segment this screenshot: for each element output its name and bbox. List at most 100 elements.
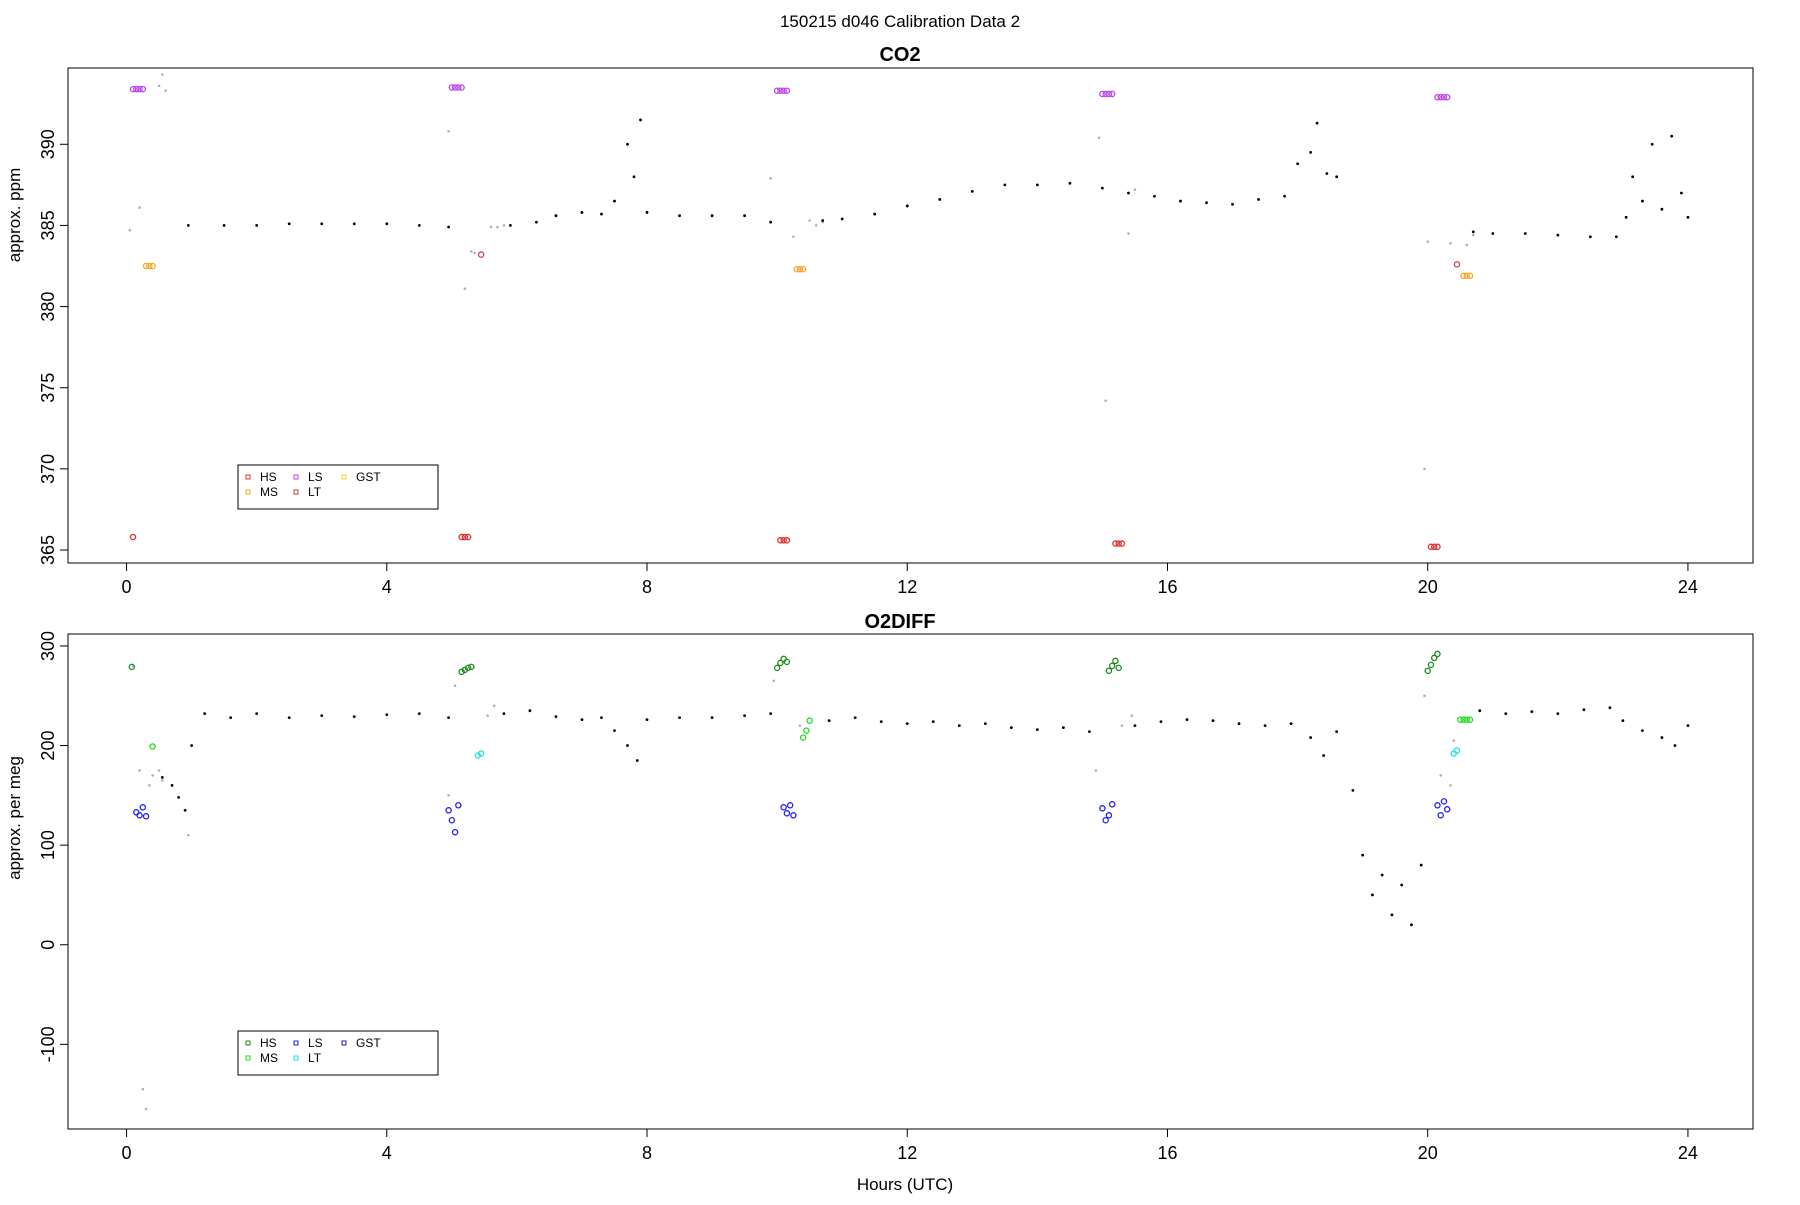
- o2diff-legend-label: MS: [260, 1051, 278, 1065]
- o2diff-data-point: [1608, 706, 1612, 710]
- co2-data-point: [1624, 215, 1628, 219]
- o2diff-gray-point: [798, 724, 802, 727]
- co2-cal-point-ms: [149, 262, 156, 270]
- co2-gray-point: [1471, 233, 1475, 237]
- co2-data-point: [639, 118, 642, 122]
- co2-data-point: [938, 198, 942, 201]
- o2diff-cal-point-ls: [1434, 802, 1441, 809]
- o2diff-data-point: [905, 722, 909, 726]
- co2-cal-point-ls: [458, 84, 465, 91]
- co2-data-point: [1614, 235, 1618, 239]
- o2diff-data-point: [1335, 730, 1339, 734]
- co2-gray-point: [1133, 188, 1137, 192]
- co2-gray-point: [161, 73, 164, 76]
- co2-cal-point-ls: [455, 84, 462, 91]
- co2-cal-point-ls: [1102, 90, 1109, 98]
- o2diff-data-point: [183, 808, 187, 812]
- o2diff-x-tick-label: 24: [1678, 1143, 1698, 1163]
- o2diff-cal-point-lt: [1453, 747, 1461, 754]
- co2-data-point: [1556, 233, 1560, 237]
- co2-y-tick-label: 365: [38, 535, 58, 565]
- co2-data-point: [222, 224, 226, 227]
- o2diff-data-point: [1009, 726, 1013, 730]
- co2-data-point: [287, 222, 291, 226]
- o2diff-cal-point-ms: [1466, 716, 1474, 723]
- co2-gray-point: [1465, 243, 1469, 247]
- co2-cal-point-ls: [777, 87, 784, 94]
- co2-data-point: [626, 142, 629, 146]
- co2-data-point: [1680, 191, 1683, 195]
- o2diff-cal-point-hs: [1430, 654, 1438, 662]
- o2diff-cal-point-ls: [133, 809, 140, 816]
- co2-data-point: [613, 199, 616, 203]
- o2diff-legend-swatch: [341, 1040, 347, 1046]
- co2-data-point: [1650, 142, 1654, 146]
- o2diff-data-point: [1185, 718, 1189, 722]
- co2-cal-point-ls: [1443, 93, 1451, 101]
- o2diff-data-point: [853, 716, 857, 720]
- co2-data-point: [1153, 194, 1156, 198]
- o2diff-data-point: [613, 729, 616, 733]
- co2-cal-point-ls: [136, 85, 143, 93]
- o2diff-gray-point: [141, 1087, 145, 1091]
- co2-data-point: [1588, 235, 1592, 239]
- co2-data-point: [535, 220, 538, 224]
- o2diff-y-tick-label: 100: [38, 830, 58, 860]
- o2diff-data-point: [1351, 788, 1355, 792]
- co2-data-point: [417, 224, 421, 227]
- o2diff-x-tick-label: 16: [1157, 1143, 1177, 1163]
- co2-data-point: [1231, 202, 1234, 206]
- o2diff-cal-point-lt: [1450, 750, 1457, 757]
- co2-cal-point-ls: [139, 85, 147, 93]
- o2diff-legend-swatch: [245, 1055, 251, 1061]
- co2-gray-point: [1449, 241, 1452, 245]
- co2-x-tick-label: 8: [642, 577, 652, 597]
- o2diff-y-tick-label: 0: [38, 940, 58, 950]
- co2-data-point: [970, 189, 974, 193]
- o2diff-data-point: [528, 709, 532, 713]
- o2diff-cal-point-ls: [1105, 812, 1113, 819]
- o2diff-cal-point-hs: [128, 663, 136, 671]
- o2diff-y-tick-label: 200: [38, 731, 58, 761]
- co2-data-point: [580, 211, 584, 214]
- o2diff-gray-point: [1094, 769, 1098, 772]
- co2-cal-point-ls: [1437, 93, 1444, 101]
- o2diff-data-point: [1322, 754, 1326, 757]
- co2-data-point: [255, 224, 259, 227]
- o2diff-data-point: [983, 722, 987, 726]
- o2diff-cal-point-hs: [773, 664, 781, 672]
- co2-gray-point: [1127, 232, 1130, 235]
- co2-cal-point-ls: [448, 84, 456, 91]
- co2-data-point: [1660, 207, 1664, 211]
- co2-legend-swatch: [245, 474, 251, 480]
- o2diff-gray-point: [157, 769, 161, 772]
- co2-x-tick-label: 20: [1418, 577, 1438, 597]
- co2-gray-point: [128, 228, 132, 232]
- o2diff-cal-point-ls: [451, 828, 459, 836]
- o2diff-cal-point-ls: [786, 802, 794, 809]
- o2diff-gray-point: [1449, 784, 1452, 787]
- co2-data-point: [1641, 199, 1644, 203]
- o2diff-gray-point: [148, 784, 151, 787]
- co2-data-point: [1101, 186, 1104, 190]
- o2diff-data-point: [447, 716, 450, 720]
- o2diff-data-point: [626, 744, 629, 747]
- co2-legend-swatch: [293, 489, 299, 495]
- o2diff-data-point: [931, 720, 935, 724]
- co2-cal-point-ls: [1440, 93, 1448, 101]
- o2diff-points: [128, 650, 1690, 1111]
- co2-x-tick-label: 16: [1157, 577, 1177, 597]
- o2diff-data-point: [743, 714, 747, 718]
- co2-legend-label: LS: [308, 470, 323, 484]
- co2-cal-point-ms: [799, 265, 807, 273]
- o2diff-data-point: [1211, 719, 1215, 723]
- co2-gray-point: [1423, 467, 1426, 471]
- o2diff-data-point: [1419, 863, 1423, 867]
- o2diff-data-point: [1556, 712, 1560, 716]
- o2diff-gray-point: [772, 679, 776, 683]
- co2-cal-point-ms: [1466, 272, 1474, 279]
- co2-data-point: [743, 214, 747, 218]
- co2-cal-point-ls: [773, 87, 781, 94]
- o2diff-data-point: [1289, 722, 1293, 726]
- co2-gray-point: [470, 250, 473, 253]
